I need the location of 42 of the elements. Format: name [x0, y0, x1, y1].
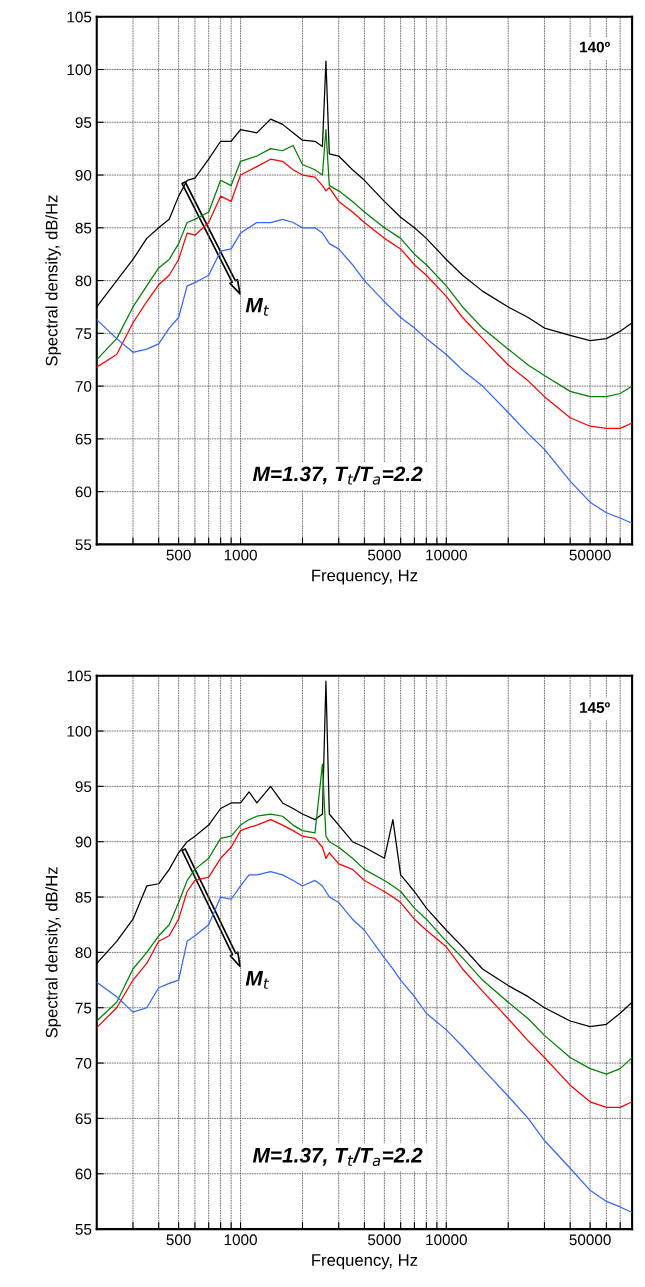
y-tick-label: 85 [75, 222, 92, 234]
y-tick-label: 90 [75, 836, 92, 848]
y-tick-label: 90 [75, 169, 92, 181]
y-tick-label: 55 [75, 1224, 92, 1235]
y-tick-label: 75 [75, 328, 92, 340]
y-tick-label: 100 [67, 64, 92, 76]
x-tick-label: 10000 [426, 1234, 467, 1246]
x-tick-label: 50000 [569, 549, 611, 561]
x-tick-label: 1000 [224, 549, 257, 561]
y-tick-label: 95 [75, 781, 92, 793]
annotation: M=1.37, T$_{t}$/T$_{a}$=2.2 [252, 1147, 423, 1167]
annotation: M$_{t}$ [245, 971, 270, 989]
y-tick-label: 85 [75, 891, 92, 903]
y-tick-label: 60 [75, 486, 92, 498]
x-tick-label: 5000 [367, 1234, 401, 1246]
x-tick-label: 1000 [224, 1234, 257, 1246]
y-tick-label: 55 [75, 539, 92, 551]
y-axis-title: Spectral density, dB/Hz [45, 195, 61, 366]
x-tick-label: 5000 [367, 549, 401, 561]
y-tick-label: 70 [75, 1057, 92, 1069]
y-tick-label: 65 [75, 433, 92, 445]
y-tick-label: 80 [75, 275, 92, 287]
y-tick-label: 95 [75, 117, 92, 128]
x-axis-title: Frequency, Hz [312, 1254, 418, 1270]
x-axis-title: Frequency, Hz [312, 569, 418, 585]
y-tick-label: 80 [75, 947, 92, 959]
annotation: 140º [580, 41, 610, 53]
annotation: M=1.37, T$_{t}$/T$_{a}$=2.2 [252, 465, 423, 485]
x-tick-label: 50000 [569, 1234, 611, 1246]
y-tick-label: 100 [67, 725, 92, 737]
y-tick-label: 105 [67, 670, 92, 682]
y-tick-label: 75 [75, 1002, 92, 1014]
y-axis-title: Spectral density, dB/Hz [45, 867, 61, 1038]
annotation: 145º [580, 702, 610, 713]
y-tick-label: 65 [75, 1113, 92, 1125]
y-tick-label: 70 [75, 380, 92, 392]
x-tick-label: 500 [166, 1234, 191, 1246]
x-tick-label: 10000 [426, 549, 467, 561]
y-tick-label: 60 [75, 1168, 92, 1180]
y-tick-label: 105 [67, 11, 92, 23]
x-tick-label: 500 [166, 549, 191, 561]
annotation: M$_{t}$ [245, 297, 270, 316]
